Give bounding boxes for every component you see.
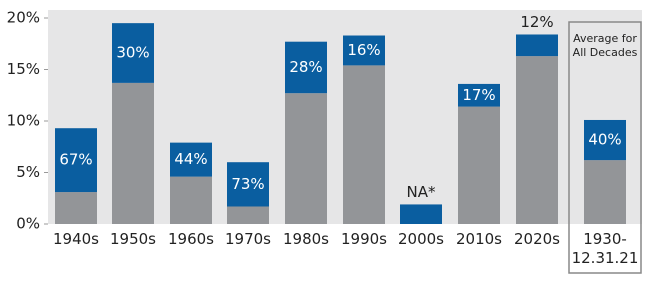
- x-tick-label: 2000s: [398, 230, 444, 248]
- bar-label: 67%: [59, 151, 92, 169]
- bar-label: 16%: [347, 41, 380, 59]
- x-tick-label: 1990s: [341, 230, 387, 248]
- bar-label: 30%: [116, 44, 149, 62]
- bar-segment: [584, 160, 626, 224]
- x-tick-label: 2020s: [514, 230, 560, 248]
- bar-segment: [170, 176, 212, 224]
- y-tick-label: 15%: [7, 60, 40, 78]
- y-tick-label: 0%: [16, 215, 40, 233]
- bar-label: 44%: [174, 150, 207, 168]
- bar-label: 73%: [231, 175, 264, 193]
- bar-segment: [343, 65, 385, 224]
- y-tick-label: 20%: [7, 9, 40, 27]
- x-tick-label: 2010s: [456, 230, 502, 248]
- bar-segment: [285, 41, 327, 94]
- bar-segment: [458, 106, 500, 224]
- bar-label: 40%: [588, 131, 621, 149]
- bar-segment: [584, 119, 626, 161]
- bar-segment: [343, 35, 385, 66]
- bar-segment: [400, 204, 442, 224]
- bar-segment: [55, 192, 97, 224]
- x-tick-label: 1970s: [225, 230, 271, 248]
- bar-label: NA*: [407, 183, 436, 201]
- x-tick-label: 1940s: [53, 230, 99, 248]
- bar-label: 17%: [462, 86, 495, 104]
- bar-label: 28%: [289, 58, 322, 76]
- bar-segment: [516, 56, 558, 224]
- bar-segment: [458, 83, 500, 107]
- bar-segment: [516, 34, 558, 57]
- x-tick-label: 1950s: [110, 230, 156, 248]
- y-tick-label: 10%: [7, 112, 40, 130]
- bar-segment: [285, 93, 327, 224]
- bar-label: 12%: [520, 13, 553, 31]
- bar-segment: [112, 23, 154, 83]
- y-tick-label: 5%: [16, 163, 40, 181]
- x-tick-label: 1930- 12.31.21: [571, 230, 639, 267]
- bar-segment: [227, 206, 269, 224]
- average-box: [568, 21, 642, 274]
- bar-segment: [227, 162, 269, 207]
- bar-segment: [170, 142, 212, 177]
- bar-segment: [55, 128, 97, 193]
- x-tick-label: 1980s: [283, 230, 329, 248]
- annotation: Average for All Decades: [572, 32, 638, 59]
- x-tick-label: 1960s: [168, 230, 214, 248]
- bar-segment: [112, 82, 154, 224]
